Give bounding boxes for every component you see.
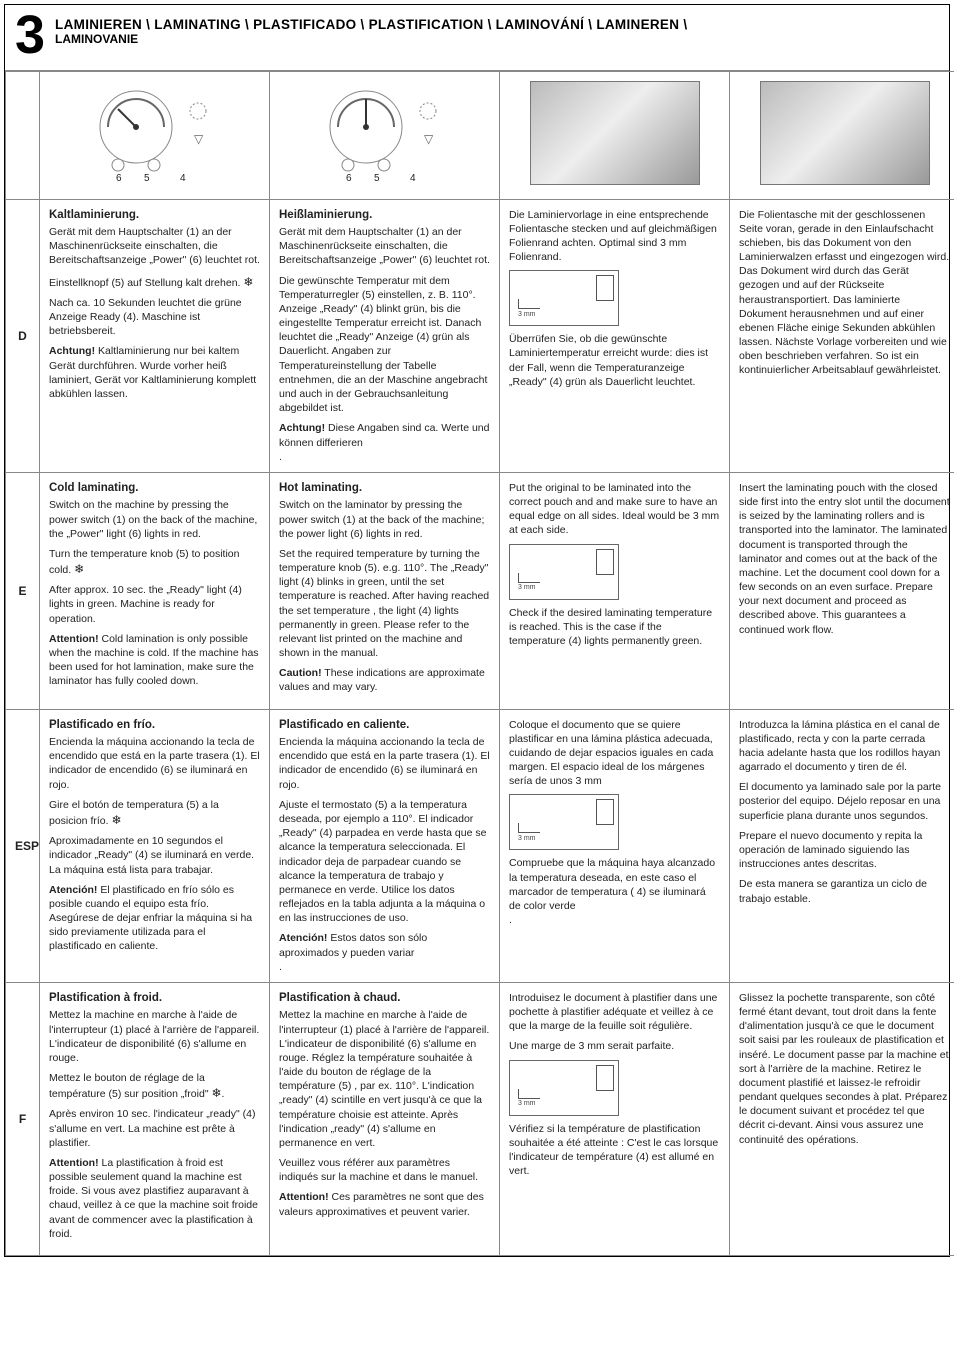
row-label-esp: ESP <box>6 709 40 982</box>
row-label-d: D <box>6 199 40 472</box>
snowflake-icon: ❄ <box>211 1086 221 1100</box>
margin-inset: 3 mm <box>509 270 619 326</box>
cell-esp2: Plastificado en caliente. Encienda la má… <box>270 709 500 982</box>
row-d: D Kaltlaminierung. Gerät mit dem Hauptsc… <box>6 199 954 472</box>
section-title: LAMINIEREN \ LAMINATING \ PLASTIFICADO \… <box>55 17 687 32</box>
pouch-photo <box>500 71 730 199</box>
snowflake-icon: ❄ <box>243 275 253 289</box>
margin-inset: 3 mm <box>509 544 619 600</box>
margin-inset: 3 mm <box>509 794 619 850</box>
cell-esp3: Coloque el documento que se quiere plast… <box>500 709 730 982</box>
cell-e3: Put the original to be laminated into th… <box>500 472 730 709</box>
cell-d1: Kaltlaminierung. Gerät mit dem Hauptscha… <box>40 199 270 472</box>
row-label-e: E <box>6 472 40 709</box>
svg-text:6: 6 <box>346 173 352 184</box>
instruction-table: ▽ 6 5 4 <box>5 71 954 1256</box>
section-number: 3 <box>15 11 45 60</box>
section-subtitle: LAMINOVANIE <box>55 32 687 46</box>
cell-e1: Cold laminating. Switch on the machine b… <box>40 472 270 709</box>
row-e: E Cold laminating. Switch on the machine… <box>6 472 954 709</box>
snowflake-icon: ❄ <box>74 562 84 576</box>
cell-d3: Die Laminiervorlage in eine entsprechend… <box>500 199 730 472</box>
insert-photo <box>730 71 954 199</box>
margin-inset: 3 mm <box>509 1060 619 1116</box>
dial-diagram-cold: ▽ 6 5 4 <box>40 71 270 199</box>
svg-text:▽: ▽ <box>194 132 204 146</box>
cell-f2: Plastification à chaud. Mettez la machin… <box>270 982 500 1255</box>
cell-e2: Hot laminating. Switch on the laminator … <box>270 472 500 709</box>
cell-d4: Die Folientasche mit der geschlossenen S… <box>730 199 954 472</box>
svg-text:4: 4 <box>180 173 186 184</box>
dial-diagram-hot: ▽ 6 5 4 <box>270 71 500 199</box>
svg-text:6: 6 <box>116 173 122 184</box>
row-label-f: F <box>6 982 40 1255</box>
cell-f3: Introduisez le document à plastifier dan… <box>500 982 730 1255</box>
cell-esp1: Plastificado en frío. Encienda la máquin… <box>40 709 270 982</box>
cell-f4: Glissez la pochette transparente, son cô… <box>730 982 954 1255</box>
snowflake-icon: ❄ <box>111 813 121 827</box>
row-esp: ESP Plastificado en frío. Encienda la má… <box>6 709 954 982</box>
cell-esp4: Introduzca la lámina plástica en el cana… <box>730 709 954 982</box>
cell-d2: Heißlaminierung. Gerät mit dem Hauptscha… <box>270 199 500 472</box>
cell-f1: Plastification à froid. Mettez la machin… <box>40 982 270 1255</box>
svg-text:4: 4 <box>410 173 416 184</box>
cell-e4: Insert the laminating pouch with the clo… <box>730 472 954 709</box>
svg-text:5: 5 <box>144 173 150 184</box>
section-header: 3 LAMINIEREN \ LAMINATING \ PLASTIFICADO… <box>5 5 949 71</box>
svg-text:▽: ▽ <box>424 132 434 146</box>
diagram-row: ▽ 6 5 4 <box>6 71 954 199</box>
row-f: F Plastification à froid. Mettez la mach… <box>6 982 954 1255</box>
svg-text:5: 5 <box>374 173 380 184</box>
